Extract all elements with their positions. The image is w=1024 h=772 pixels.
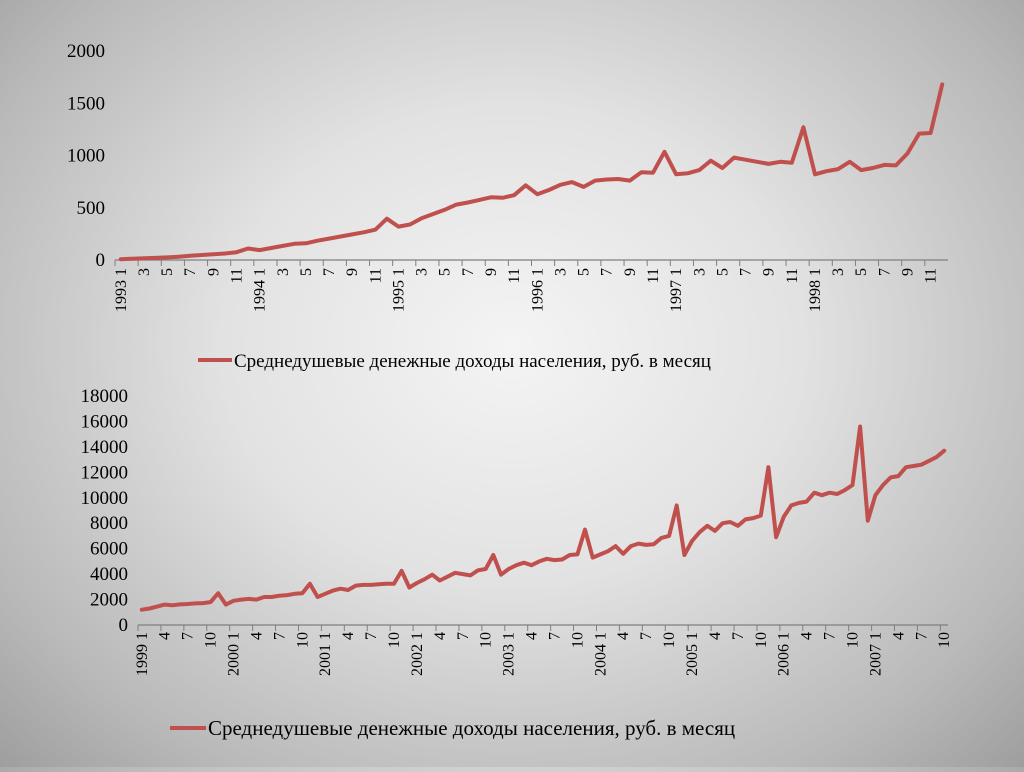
- x-tick-label: 1994 1: [252, 268, 269, 312]
- x-tick-label: 10: [844, 632, 861, 648]
- x-tick-label: 1995 1: [390, 268, 407, 312]
- x-tick-label: 7: [321, 268, 338, 276]
- x-tick-label: 10: [936, 632, 953, 648]
- y-tick-label: 14000: [81, 437, 129, 458]
- y-tick-label: 0: [119, 615, 129, 636]
- x-tick-label: 3: [414, 268, 431, 276]
- x-tick-label: 11: [645, 268, 662, 283]
- y-tick-label: 12000: [81, 462, 129, 483]
- x-tick-label: 5: [576, 268, 593, 276]
- y-tick-label: 16000: [81, 411, 129, 432]
- x-tick-label: 4: [890, 632, 907, 640]
- x-tick-label: 11: [923, 268, 940, 283]
- y-tick-label: 500: [77, 198, 106, 219]
- x-tick-label: 2002 1: [409, 632, 426, 676]
- x-tick-label: 7: [876, 268, 893, 276]
- x-tick-label: 4: [340, 632, 357, 640]
- x-tick-label: 7: [460, 268, 477, 276]
- legend-label: Среднедушевые денежные доходы населения,…: [234, 351, 711, 372]
- x-tick-label: 1998 1: [807, 268, 824, 312]
- y-tick-label: 1500: [67, 93, 105, 114]
- x-tick-label: 7: [363, 632, 380, 640]
- x-tick-label: 10: [478, 632, 495, 648]
- x-tick-label: 5: [159, 268, 176, 276]
- y-tick-label: 4000: [90, 564, 128, 585]
- x-tick-label: 4: [157, 632, 174, 640]
- x-tick-label: 4: [524, 632, 541, 640]
- x-tick-label: 3: [275, 268, 292, 276]
- x-tick-label: 10: [569, 632, 586, 648]
- x-tick-label: 4: [615, 632, 632, 640]
- x-tick-label: 9: [761, 268, 778, 276]
- x-tick-label: 4: [799, 632, 816, 640]
- series-line: [139, 424, 947, 612]
- x-tick-label: 11: [228, 268, 245, 283]
- x-tick-label: 7: [730, 632, 747, 640]
- x-tick-label: 7: [455, 632, 472, 640]
- y-tick-label: 18000: [81, 386, 129, 407]
- x-tick-label: 3: [552, 268, 569, 276]
- x-tick-label: 7: [180, 632, 197, 640]
- chart-2-1999-2007: 0 2000 4000 6000 8000 10000 12000 14000 16000 180…: [81, 386, 954, 740]
- x-tick-label: 2004 1: [592, 632, 609, 676]
- x-tick-label: 10: [294, 632, 311, 648]
- x-tick-label: 11: [367, 268, 384, 283]
- x-tick-label: 5: [853, 268, 870, 276]
- x-tick-label: 9: [900, 268, 917, 276]
- x-tick-label: 11: [506, 268, 523, 283]
- y-tick-label: 6000: [90, 539, 128, 560]
- x-tick-label: 9: [483, 268, 500, 276]
- x-tick-label: 1997 1: [668, 268, 685, 312]
- y-tick-label: 2000: [67, 41, 105, 62]
- x-tick-label: 2003 1: [501, 632, 518, 676]
- x-tick-label: 11: [784, 268, 801, 283]
- x-tick-label: 1999 1: [134, 632, 151, 676]
- x-tick-label: 4: [432, 632, 449, 640]
- x-tick-label: 9: [344, 268, 361, 276]
- x-tick-label: 2005 1: [684, 632, 701, 676]
- x-tick-label: 4: [707, 632, 724, 640]
- x-tick-label: 2000 1: [226, 632, 243, 676]
- x-tick-label: 5: [437, 268, 454, 276]
- x-tick-label: 7: [913, 632, 930, 640]
- y-tick-label: 10000: [81, 488, 129, 509]
- y-tick-label: 1000: [67, 146, 105, 167]
- x-tick-label: 2001 1: [317, 632, 334, 676]
- x-tick-label: 1996 1: [529, 268, 546, 312]
- series-line: [118, 82, 945, 262]
- x-tick-label: 9: [622, 268, 639, 276]
- x-tick-label: 7: [182, 268, 199, 276]
- x-tick-label: 10: [203, 632, 220, 648]
- x-tick-label: 7: [599, 268, 616, 276]
- x-tick-label: 7: [271, 632, 288, 640]
- x-tick-label: 4: [248, 632, 265, 640]
- x-tick-label: 9: [205, 268, 222, 276]
- x-tick-label: 7: [738, 268, 755, 276]
- x-tick-label: 1993 1: [113, 268, 130, 312]
- x-tick-label: 5: [714, 268, 731, 276]
- x-tick-label: 10: [661, 632, 678, 648]
- x-tick-label: 2007 1: [867, 632, 884, 676]
- x-tick-label: 10: [753, 632, 770, 648]
- y-tick-label: 0: [96, 250, 106, 271]
- x-tick-label: 3: [136, 268, 153, 276]
- y-tick-label: 8000: [90, 513, 128, 534]
- x-tick-label: 10: [386, 632, 403, 648]
- x-tick-label: 5: [298, 268, 315, 276]
- x-tick-label: 3: [830, 268, 847, 276]
- x-tick-label: 7: [822, 632, 839, 640]
- y-tick-label: 2000: [90, 590, 128, 611]
- x-tick-label: 3: [691, 268, 708, 276]
- legend-label: Среднедушевые денежные доходы населения,…: [208, 716, 735, 740]
- x-tick-label: 7: [638, 632, 655, 640]
- x-tick-label: 2006 1: [776, 632, 793, 676]
- x-tick-label: 7: [546, 632, 563, 640]
